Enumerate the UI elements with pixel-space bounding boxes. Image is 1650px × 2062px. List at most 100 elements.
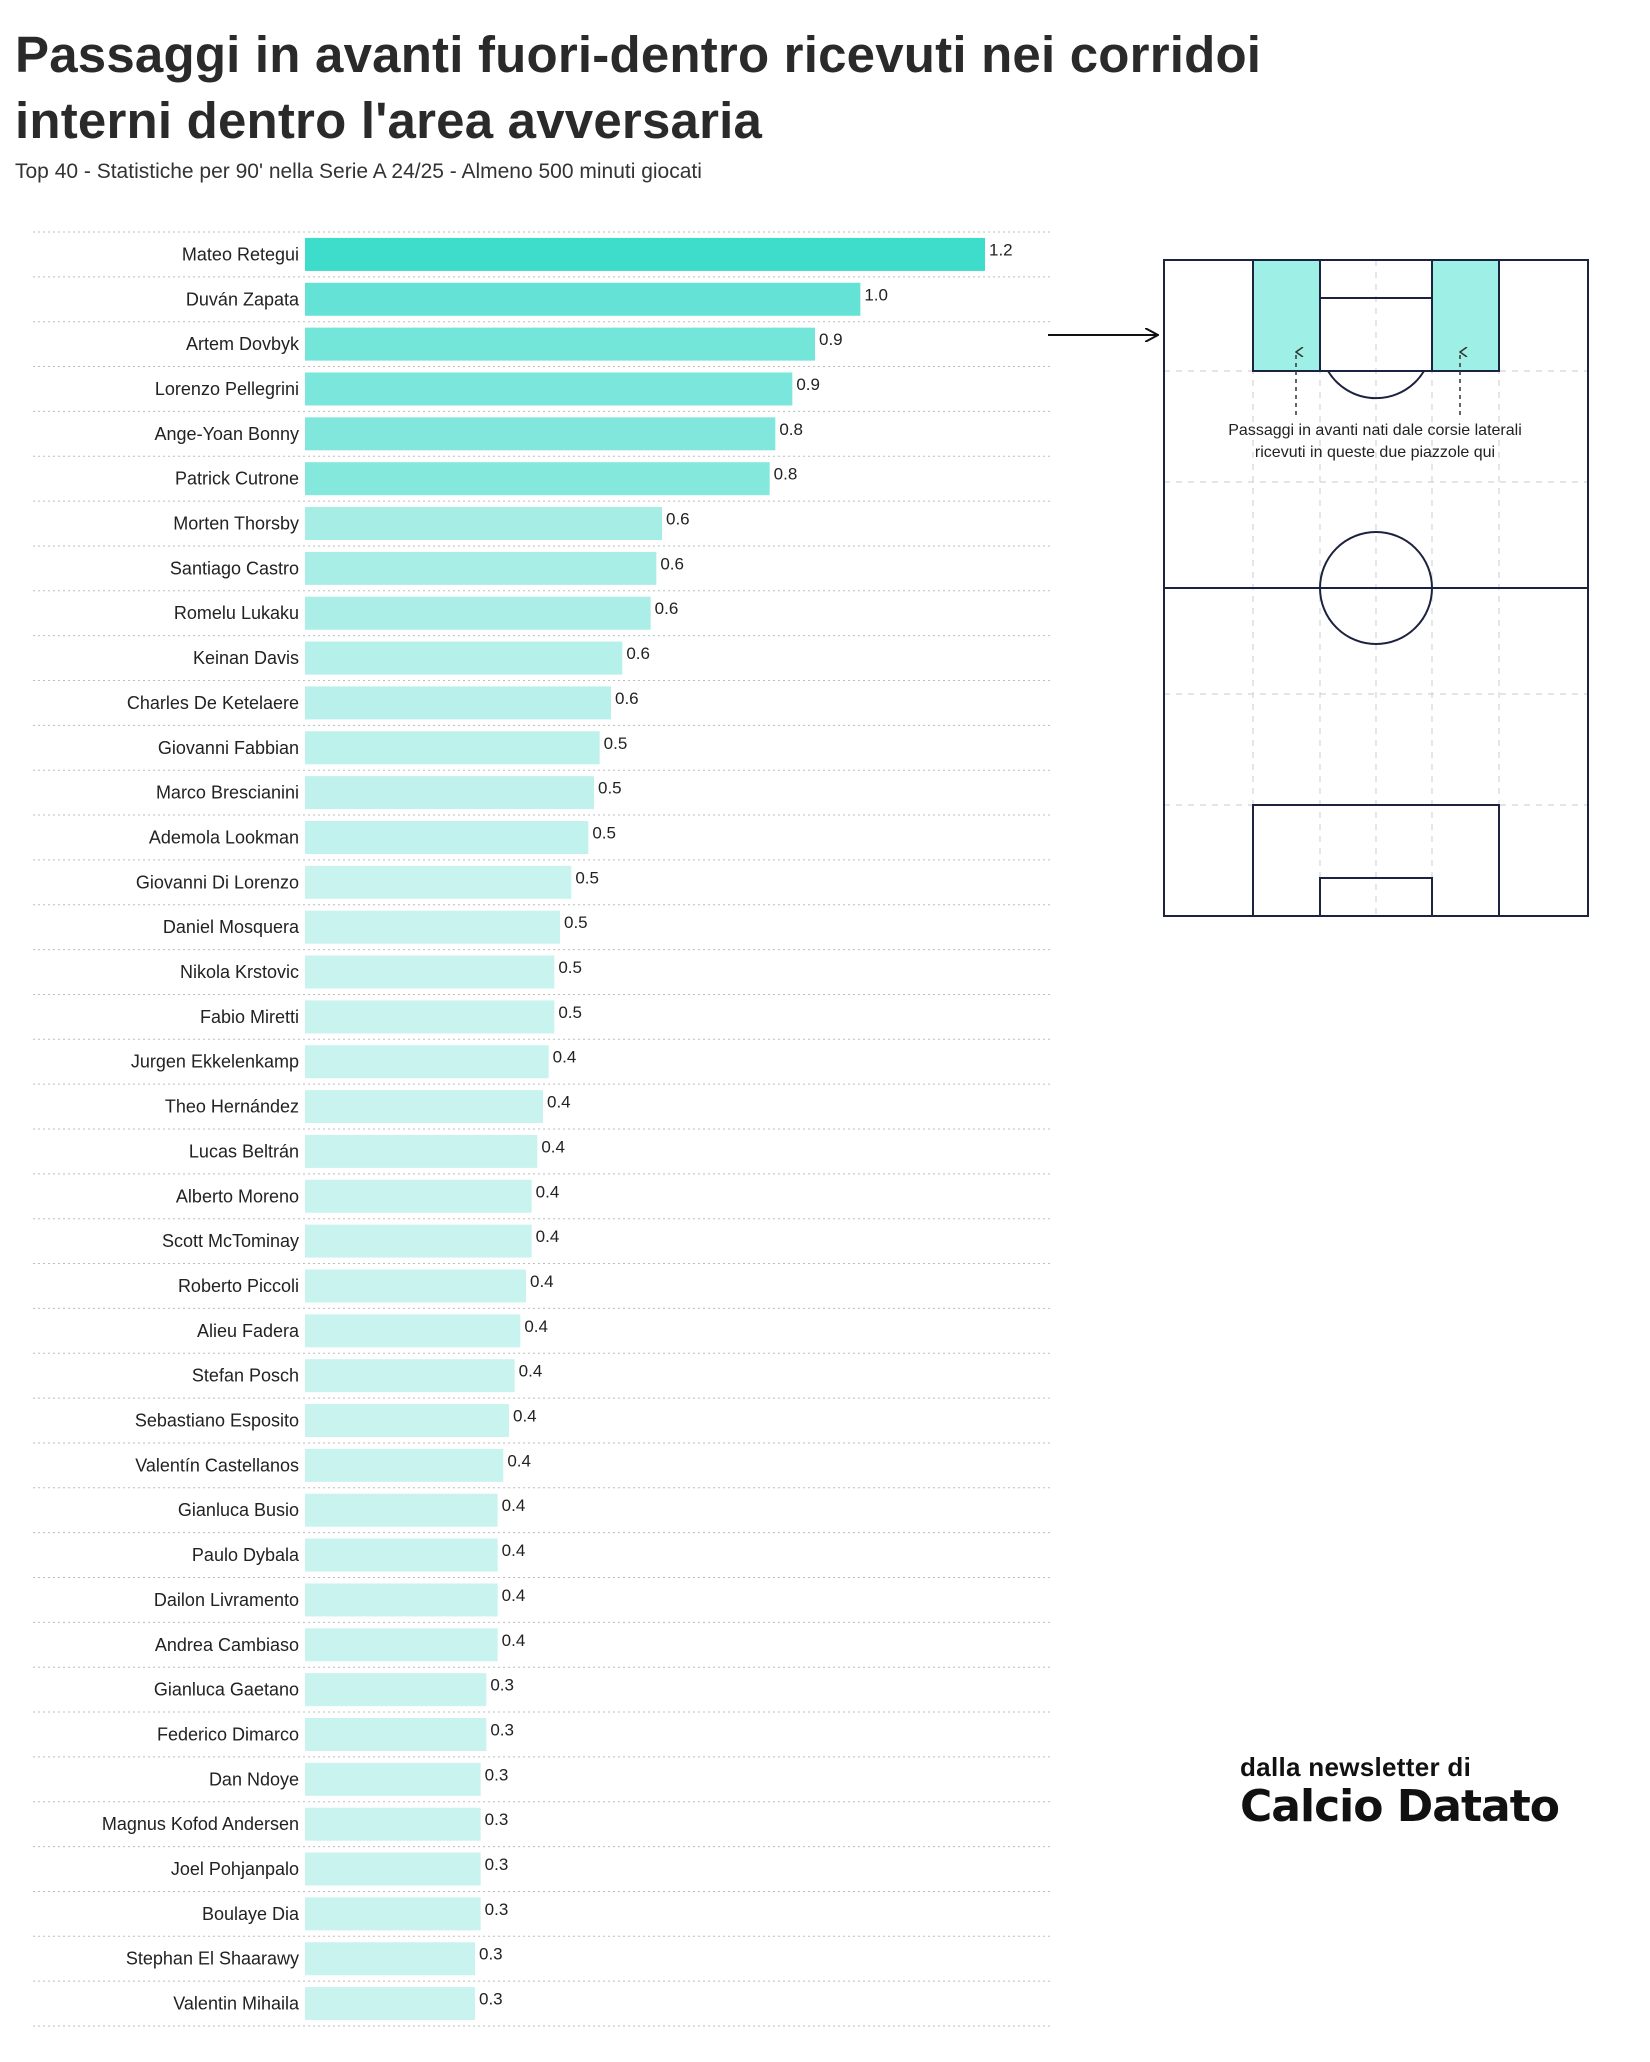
category-label: Joel Pohjanpalo: [171, 1859, 299, 1879]
value-label: 0.9: [796, 375, 820, 394]
value-label: 0.6: [626, 644, 650, 663]
bar: [305, 865, 572, 899]
bar: [305, 1493, 498, 1527]
category-label: Boulaye Dia: [202, 1904, 300, 1924]
bar: [305, 282, 861, 316]
bar: [305, 776, 594, 810]
value-label: 0.3: [479, 1990, 503, 2009]
category-label: Dan Ndoye: [209, 1769, 299, 1789]
category-label: Theo Hernández: [165, 1097, 299, 1117]
category-label: Gianluca Busio: [178, 1500, 299, 1520]
bar: [305, 1897, 481, 1931]
bar: [305, 462, 770, 496]
category-label: Ademola Lookman: [149, 827, 299, 847]
category-label: Daniel Mosquera: [163, 917, 300, 937]
bar: [305, 1448, 504, 1482]
value-label: 0.4: [530, 1272, 554, 1291]
bar: [305, 1179, 532, 1213]
category-label: Morten Thorsby: [173, 514, 299, 534]
value-label: 0.4: [502, 1631, 526, 1650]
bar: [305, 731, 600, 765]
bar: [305, 507, 662, 541]
value-label: 0.5: [592, 823, 616, 842]
category-label: Magnus Kofod Andersen: [102, 1814, 299, 1834]
bar: [305, 372, 793, 406]
bar: [305, 1404, 509, 1438]
value-label: 0.4: [519, 1362, 543, 1381]
value-label: 0.5: [575, 868, 599, 887]
category-label: Valentín Castellanos: [135, 1455, 299, 1475]
bar: [305, 1134, 538, 1168]
value-label: 0.6: [666, 510, 690, 529]
value-label: 0.5: [558, 1003, 582, 1022]
category-label: Patrick Cutrone: [175, 469, 299, 489]
category-label: Duván Zapata: [186, 289, 300, 309]
bar: [305, 1224, 532, 1258]
bar: [305, 1583, 498, 1617]
category-label: Scott McTominay: [162, 1231, 299, 1251]
category-label: Sebastiano Esposito: [135, 1411, 299, 1431]
value-label: 0.3: [479, 1945, 503, 1964]
bar: [305, 551, 657, 585]
bar: [305, 1359, 515, 1393]
bar: [305, 1269, 526, 1303]
value-label: 0.4: [541, 1137, 565, 1156]
brand-logo: dalla newsletter di Calcio Datato: [1240, 1752, 1560, 1831]
bar: [305, 641, 623, 675]
value-label: 0.3: [485, 1855, 509, 1874]
value-label: 0.4: [502, 1496, 526, 1515]
pitch-lines: [1163, 259, 1589, 917]
category-label: Giovanni Di Lorenzo: [136, 872, 299, 892]
category-label: Jurgen Ekkelenkamp: [131, 1052, 299, 1072]
brand-tagline: dalla newsletter di: [1240, 1752, 1472, 1782]
bar: [305, 1762, 481, 1796]
value-label: 0.4: [553, 1048, 577, 1067]
bar: [305, 1538, 498, 1572]
category-label: Mateo Retegui: [182, 244, 299, 264]
category-label: Stefan Posch: [192, 1366, 299, 1386]
bar: [305, 1852, 481, 1886]
value-label: 0.3: [485, 1810, 509, 1829]
value-label: 0.6: [655, 599, 679, 618]
bar: [305, 1045, 549, 1079]
value-label: 0.3: [490, 1720, 514, 1739]
bar: [305, 910, 560, 944]
bar: [305, 1987, 475, 2021]
value-label: 0.3: [485, 1765, 509, 1784]
pitch-note: Passaggi in avanti nati dale corsie late…: [1228, 422, 1522, 461]
brand-name: Calcio Datato: [1240, 1781, 1560, 1832]
value-label: 1.0: [864, 285, 888, 304]
category-label: Dailon Livramento: [154, 1590, 299, 1610]
value-label: 0.4: [547, 1093, 571, 1112]
category-label: Stephan El Shaarawy: [126, 1949, 299, 1969]
bar: [305, 686, 611, 720]
value-label: 0.5: [598, 779, 622, 798]
category-label: Keinan Davis: [193, 648, 299, 668]
value-label: 0.4: [536, 1182, 560, 1201]
value-label: 0.5: [558, 958, 582, 977]
bar: [305, 820, 589, 854]
category-label: Nikola Krstovic: [180, 962, 299, 982]
category-label: Marco Brescianini: [156, 783, 299, 803]
category-label: Paulo Dybala: [192, 1545, 300, 1565]
category-label: Ange-Yoan Bonny: [155, 424, 299, 444]
bar: [305, 1807, 481, 1841]
bar: [305, 1942, 475, 1976]
value-label: 0.5: [564, 913, 588, 932]
bar: [305, 955, 555, 989]
category-label: Federico Dimarco: [157, 1724, 299, 1744]
category-label: Lorenzo Pellegrini: [155, 379, 299, 399]
category-label: Giovanni Fabbian: [158, 738, 299, 758]
zone-left-highlight: [1252, 259, 1321, 372]
bar: [305, 1000, 555, 1034]
value-label: 0.5: [604, 734, 628, 753]
category-label: Alieu Fadera: [197, 1321, 300, 1341]
value-label: 0.3: [485, 1900, 509, 1919]
bar: [305, 596, 651, 630]
category-label: Charles De Ketelaere: [127, 693, 299, 713]
category-label: Romelu Lukaku: [174, 603, 299, 623]
bar: [305, 237, 985, 271]
category-label: Alberto Moreno: [176, 1186, 299, 1206]
